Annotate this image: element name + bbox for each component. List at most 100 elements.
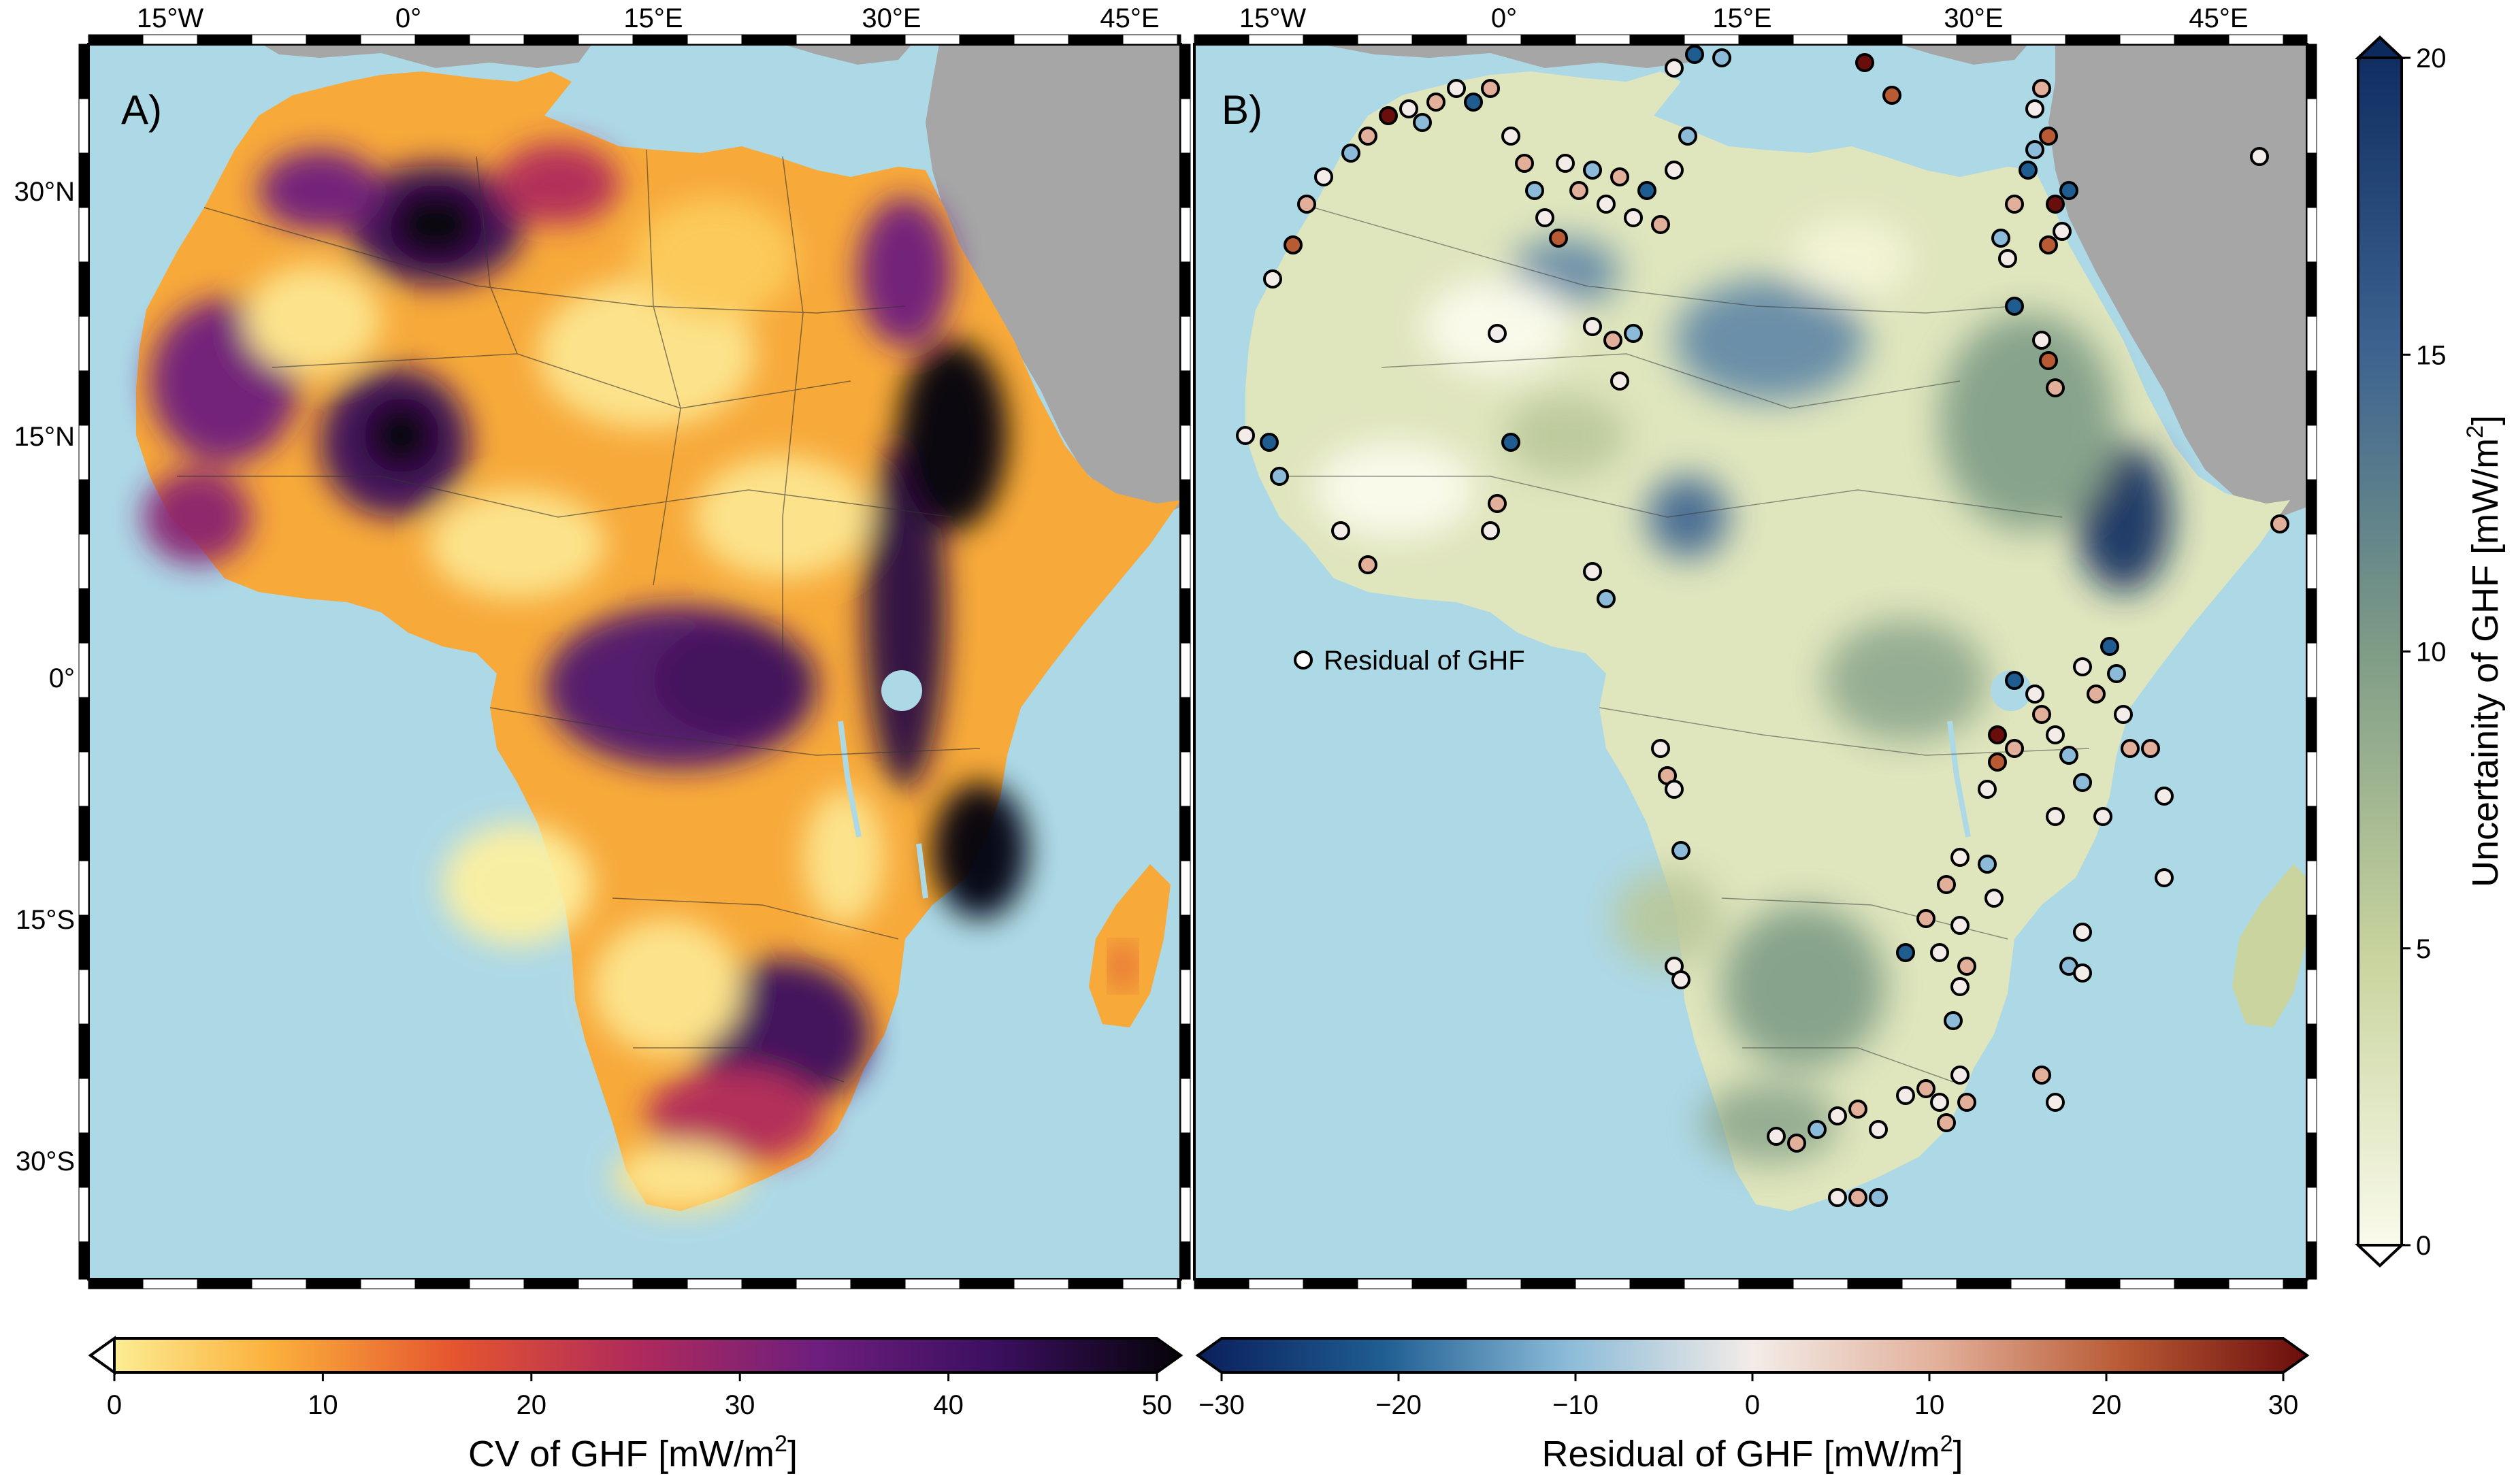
frame-tick-left [78, 1241, 89, 1280]
frame-tick-left [78, 44, 89, 99]
frame-tick-left [78, 370, 89, 426]
frame-tick-bottom [1684, 1279, 1739, 1289]
frame-tick-bottom [1194, 1279, 1249, 1289]
frame-tick-bottom [306, 1279, 361, 1289]
frame-tick-bottom [2283, 1279, 2308, 1289]
frame-tick-right [1180, 533, 1191, 589]
frame-tick-bottom [1847, 1279, 1903, 1289]
colorbar-tick-label: −30 [1198, 1390, 1245, 1420]
panel-b-borders [1286, 207, 2090, 1083]
frame-tick-left [78, 533, 89, 589]
lon-label: 30°E [862, 3, 921, 33]
colorbar-residual-title: Residual of GHF [mW/m2] [1541, 1431, 1963, 1474]
frame-tick-top [88, 34, 144, 45]
frame-tick-left [78, 860, 89, 916]
frame-tick-bottom [1248, 1279, 1304, 1289]
frame-tick-top [414, 34, 470, 45]
frame-tick-left [78, 697, 89, 753]
frame-tick-top [632, 34, 688, 45]
frame-tick-top [1793, 34, 1848, 45]
frame-tick-right [2306, 1132, 2317, 1188]
frame-tick-left [78, 806, 89, 861]
frame-tick-right [2306, 370, 2317, 426]
frame-tick-bottom [1013, 1279, 1069, 1289]
colorbar-tick-label: 0 [107, 1390, 122, 1420]
frame-tick-top [251, 34, 307, 45]
frame-tick-bottom [1411, 1279, 1467, 1289]
panel-b-africa [1245, 71, 2290, 1211]
frame-tick-right [2306, 152, 2317, 208]
frame-tick-bottom [2065, 1279, 2121, 1289]
frame-tick-right [1180, 98, 1191, 154]
frame-tick-right [1180, 1187, 1191, 1242]
frame-tick-top [796, 34, 851, 45]
frame-tick-right [2306, 1187, 2317, 1242]
frame-tick-right [1180, 1023, 1191, 1079]
frame-tick-top [1177, 34, 1181, 45]
frame-tick-top [523, 34, 579, 45]
frame-tick-right [1180, 697, 1191, 753]
colorbar-tick-label: 50 [1142, 1390, 1173, 1420]
colorbar-cv-title: CV of GHF [mW/m2] [468, 1431, 798, 1474]
frame-tick-right [1180, 316, 1191, 372]
frame-tick-right [1180, 1132, 1191, 1188]
frame-tick-right [1180, 1078, 1191, 1134]
frame-tick-right [2306, 1078, 2317, 1134]
frame-tick-right [2306, 914, 2317, 970]
frame-tick-right [1180, 1241, 1191, 1280]
frame-tick-left [78, 98, 89, 154]
frame-tick-top [850, 34, 906, 45]
frame-tick-top [578, 34, 634, 45]
colorbar-uncertainty-low-triangle [2354, 1244, 2406, 1268]
colorbar-tick-label: 20 [2091, 1390, 2122, 1420]
colorbar-residual-ticks: −30 −20 −10 0 10 20 30 [1198, 1372, 2298, 1420]
frame-tick-left [78, 1078, 89, 1134]
colorbar-tick-label: 0 [1745, 1390, 1760, 1420]
frame-tick-top [1520, 34, 1576, 45]
panel-a-lake-tanganyika [838, 721, 862, 838]
panel-b-europe-land [1320, 44, 1701, 68]
frame-tick-right [2306, 1241, 2317, 1280]
frame-tick-right [2306, 642, 2317, 698]
frame-tick-right [2306, 860, 2317, 916]
frame-tick-right [2306, 1023, 2317, 1079]
frame-tick-bottom [2010, 1279, 2066, 1289]
frame-tick-top [469, 34, 525, 45]
frame-tick-bottom [1629, 1279, 1685, 1289]
frame-tick-top [360, 34, 416, 45]
frame-tick-top [1466, 34, 1522, 45]
frame-tick-right [2306, 697, 2317, 753]
panel-a-lake-victoria [881, 670, 922, 711]
frame-tick-right [2306, 533, 2317, 589]
frame-tick-top [1122, 34, 1178, 45]
frame-tick-right [2306, 588, 2317, 644]
frame-tick-bottom [2119, 1279, 2175, 1289]
frame-tick-bottom [88, 1279, 144, 1289]
frame-tick-bottom [632, 1279, 688, 1289]
frame-tick-top [2119, 34, 2175, 45]
frame-tick-right [1180, 44, 1191, 99]
axis-labels: 15°W 15°W 0° 0° 15°E 15°E 30°E 30°E 45°E 45°E 30°N… [14, 3, 2249, 1176]
panel-b-residual-points [1236, 45, 2289, 1207]
frame-tick-bottom [1177, 1279, 1181, 1289]
colorbar-tick-label: 5 [2416, 934, 2431, 964]
frame-tick-right [1180, 479, 1191, 535]
frame-tick-top [1357, 34, 1413, 45]
frame-tick-left [78, 914, 89, 970]
colorbar-uncertainty-bar [2357, 35, 2403, 1268]
lat-label: 15°S [16, 905, 75, 935]
frame-tick-bottom [1520, 1279, 1576, 1289]
map-frame-ticks [78, 34, 2317, 1289]
colorbar-uncertainty-high-triangle [2354, 35, 2406, 59]
frame-tick-left [78, 207, 89, 263]
frame-tick-bottom [1466, 1279, 1522, 1289]
colorbar-tick-label: −10 [1552, 1390, 1599, 1420]
frame-tick-top [1303, 34, 1358, 45]
lat-label: 0° [49, 663, 75, 693]
lon-label: 15°E [623, 3, 683, 33]
frame-tick-bottom [1901, 1279, 1957, 1289]
panel-b-madagascar [2232, 864, 2307, 1027]
frame-tick-top [1629, 34, 1685, 45]
frame-tick-left [78, 1132, 89, 1188]
frame-tick-bottom [523, 1279, 579, 1289]
